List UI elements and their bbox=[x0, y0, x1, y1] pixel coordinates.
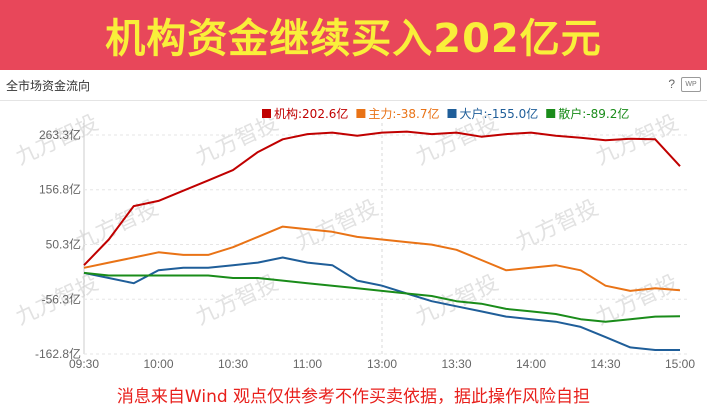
watermark-text: 九方智投 bbox=[192, 111, 282, 171]
footer: 消息来自Wind 观点仅供参考不作买卖依据，据此操作风险自担 bbox=[0, 376, 707, 412]
watermark-text: 九方智投 bbox=[72, 196, 162, 256]
series-line-机构 bbox=[83, 130, 681, 266]
y-tick-label: -162.8亿 bbox=[35, 346, 81, 361]
x-tick-label: 10:00 bbox=[143, 357, 173, 371]
wp-icon[interactable]: WP bbox=[681, 77, 701, 92]
watermark-text: 九方智投 bbox=[292, 196, 382, 256]
x-tick-label: 13:30 bbox=[441, 357, 471, 371]
banner: 机构资金继续买入202亿元 bbox=[0, 0, 707, 70]
x-tick-label: 11:00 bbox=[293, 357, 322, 371]
x-tick-label: 14:00 bbox=[516, 357, 546, 371]
legend-swatch-散户 bbox=[546, 109, 556, 118]
legend-swatch-机构 bbox=[262, 109, 271, 118]
watermark-text: 九方智投 bbox=[512, 196, 602, 256]
legend-swatch-大户 bbox=[447, 109, 457, 118]
y-tick-label: 263.3亿 bbox=[39, 127, 81, 142]
series-line-散户 bbox=[83, 271, 681, 323]
panel-header: 全市场资金流向 ? WP bbox=[0, 70, 707, 101]
y-tick-label: 156.8亿 bbox=[39, 182, 81, 197]
legend-label-主力: 主力:-38.7亿 bbox=[368, 106, 439, 121]
panel-title: 全市场资金流向 bbox=[6, 78, 91, 93]
x-tick-label: 13:00 bbox=[367, 357, 397, 371]
series-line-大户 bbox=[83, 256, 680, 351]
legend-swatch-主力 bbox=[356, 109, 366, 118]
legend-label-大户: 大户:-155.0亿 bbox=[460, 106, 539, 121]
x-tick-label: 14:30 bbox=[590, 357, 620, 371]
help-icon[interactable]: ? bbox=[668, 77, 675, 91]
banner-title: 机构资金继续买入202亿元 bbox=[105, 16, 602, 62]
legend-label-散户: 散户:-89.2亿 bbox=[558, 106, 629, 121]
y-tick-label: 50.3亿 bbox=[46, 236, 81, 251]
disclaimer-text: 消息来自Wind 观点仅供参考不作买卖依据，据此操作风险自担 bbox=[116, 386, 591, 407]
x-tick-label: 15:00 bbox=[665, 357, 695, 371]
x-tick-label: 10:30 bbox=[218, 357, 248, 371]
legend-label-机构: 机构:202.6亿 bbox=[274, 106, 348, 121]
y-tick-label: -56.3亿 bbox=[42, 291, 81, 306]
series-line-主力 bbox=[83, 225, 681, 292]
x-tick-label: 09:30 bbox=[69, 357, 99, 371]
